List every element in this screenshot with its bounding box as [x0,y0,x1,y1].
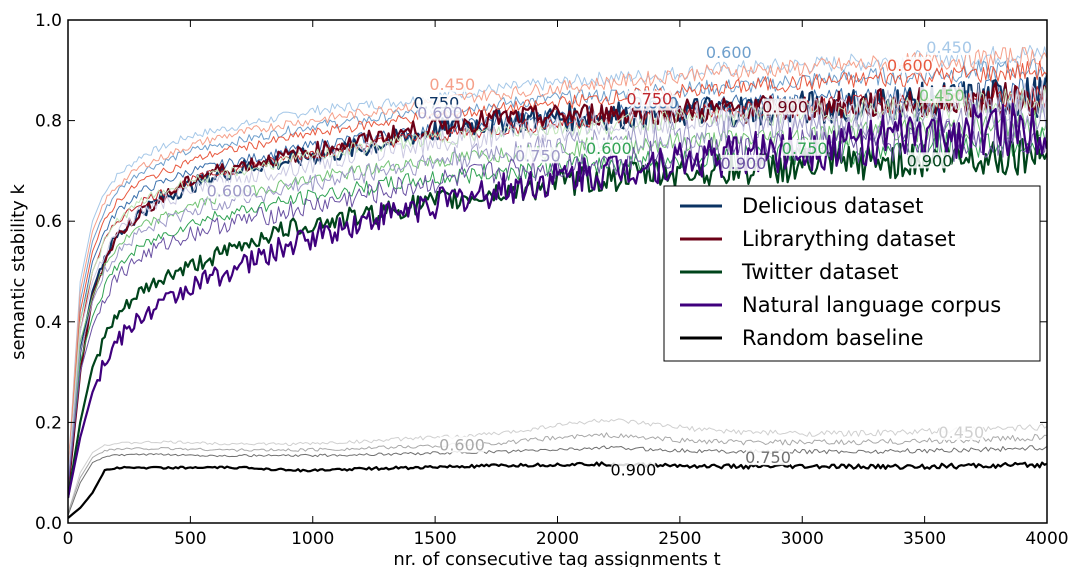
legend-label: Delicious dataset [742,194,923,218]
contour-label: 0.750 [626,89,672,108]
x-tick-label: 2500 [658,529,701,549]
series-line-natural-language-corpus-0-450 [68,80,1047,478]
contour-label-bg [207,182,252,199]
contour-label: 0.900 [610,461,656,480]
y-axis-ticks: 0.0 0.2 0.4 0.6 0.8 1.0 [35,11,1047,534]
contour-label: 0.600 [439,436,485,455]
contour-label-bg [627,90,672,107]
contour-label: 0.900 [907,151,953,170]
contour-label: 0.600 [207,182,253,201]
x-tick-label: 1000 [291,529,334,549]
contour-label: 0.600 [417,104,463,123]
x-tick-label: 500 [174,529,206,549]
x-tick-label: 2000 [536,529,579,549]
x-axis-label: nr. of consecutive tag assignments t [393,549,720,567]
series-line-random-baseline-0-600 [68,432,1047,514]
series-line-random-baseline-0-900 [68,461,1047,519]
x-tick-label: 0 [63,529,74,549]
contour-label-bg [418,104,463,121]
x-axis-ticks: 0 500 1000 1500 2000 2500 3000 3500 4000 [63,20,1069,549]
contour-label: 0.450 [926,38,972,57]
legend: Delicious dataset Librarything dataset Twi… [663,185,1041,362]
contour-label-bg [440,436,485,453]
y-tick-label: 1.0 [35,11,62,31]
contour-label-bg [515,147,560,164]
contour-label-bg [907,152,952,169]
contour-label: 0.450 [429,75,475,94]
contour-label: 0.750 [745,448,791,467]
contour-label: 0.750 [515,146,561,165]
legend-items: Delicious dataset Librarything dataset Twi… [680,194,1001,350]
series-line-delicious-0-450 [68,44,1047,473]
contour-label-bg [939,423,984,440]
legend-label: Random baseline [742,326,924,350]
series-line-delicious-0-600 [68,58,1047,478]
contour-labels: 0.4500.6000.7500.7500.9000.4500.6000.600… [207,38,985,480]
y-tick-label: 0.2 [35,413,62,433]
contour-label: 0.600 [586,139,632,158]
contour-label-bg [927,39,972,56]
contour-label: 0.900 [721,154,767,173]
y-tick-label: 0.4 [35,313,62,333]
contour-label-bg [919,86,964,103]
contour-label-bg [706,44,751,61]
y-tick-label: 0.0 [35,514,62,534]
y-axis-label: semantic stability k [8,184,29,360]
x-tick-label: 4000 [1025,529,1068,549]
contour-label-bg [782,139,827,156]
series-line-random-baseline-0-450 [68,418,1047,514]
contour-label-bg [586,139,631,156]
legend-label: Natural language corpus [742,293,1001,317]
y-tick-label: 0.8 [35,112,62,132]
contour-label: 0.600 [887,56,933,75]
series-layer [68,44,1047,519]
x-tick-label: 3000 [781,529,824,549]
x-tick-label: 1500 [413,529,456,549]
contour-label: 0.900 [762,98,808,117]
contour-label-bg [887,56,932,73]
contour-label: 0.450 [919,86,965,105]
series-line-natural-language-corpus-0-900 [68,102,1047,499]
y-tick-label: 0.6 [35,212,62,232]
legend-label: Twitter dataset [741,260,898,284]
legend-box [663,185,1041,362]
contour-label: 0.600 [706,43,752,62]
contour-label: 0.450 [938,423,984,442]
series-line-random-baseline-0-750 [68,445,1047,516]
x-tick-label: 3500 [903,529,946,549]
contour-label-bg [611,461,656,478]
contour-label-bg [430,75,475,92]
contour-label-bg [763,98,808,115]
legend-label: Librarything dataset [742,227,956,251]
series-line-librarything-0-450 [68,47,1047,473]
contour-label: 0.750 [782,139,828,158]
contour-label-bg [745,449,790,466]
contour-label-bg [721,154,766,171]
